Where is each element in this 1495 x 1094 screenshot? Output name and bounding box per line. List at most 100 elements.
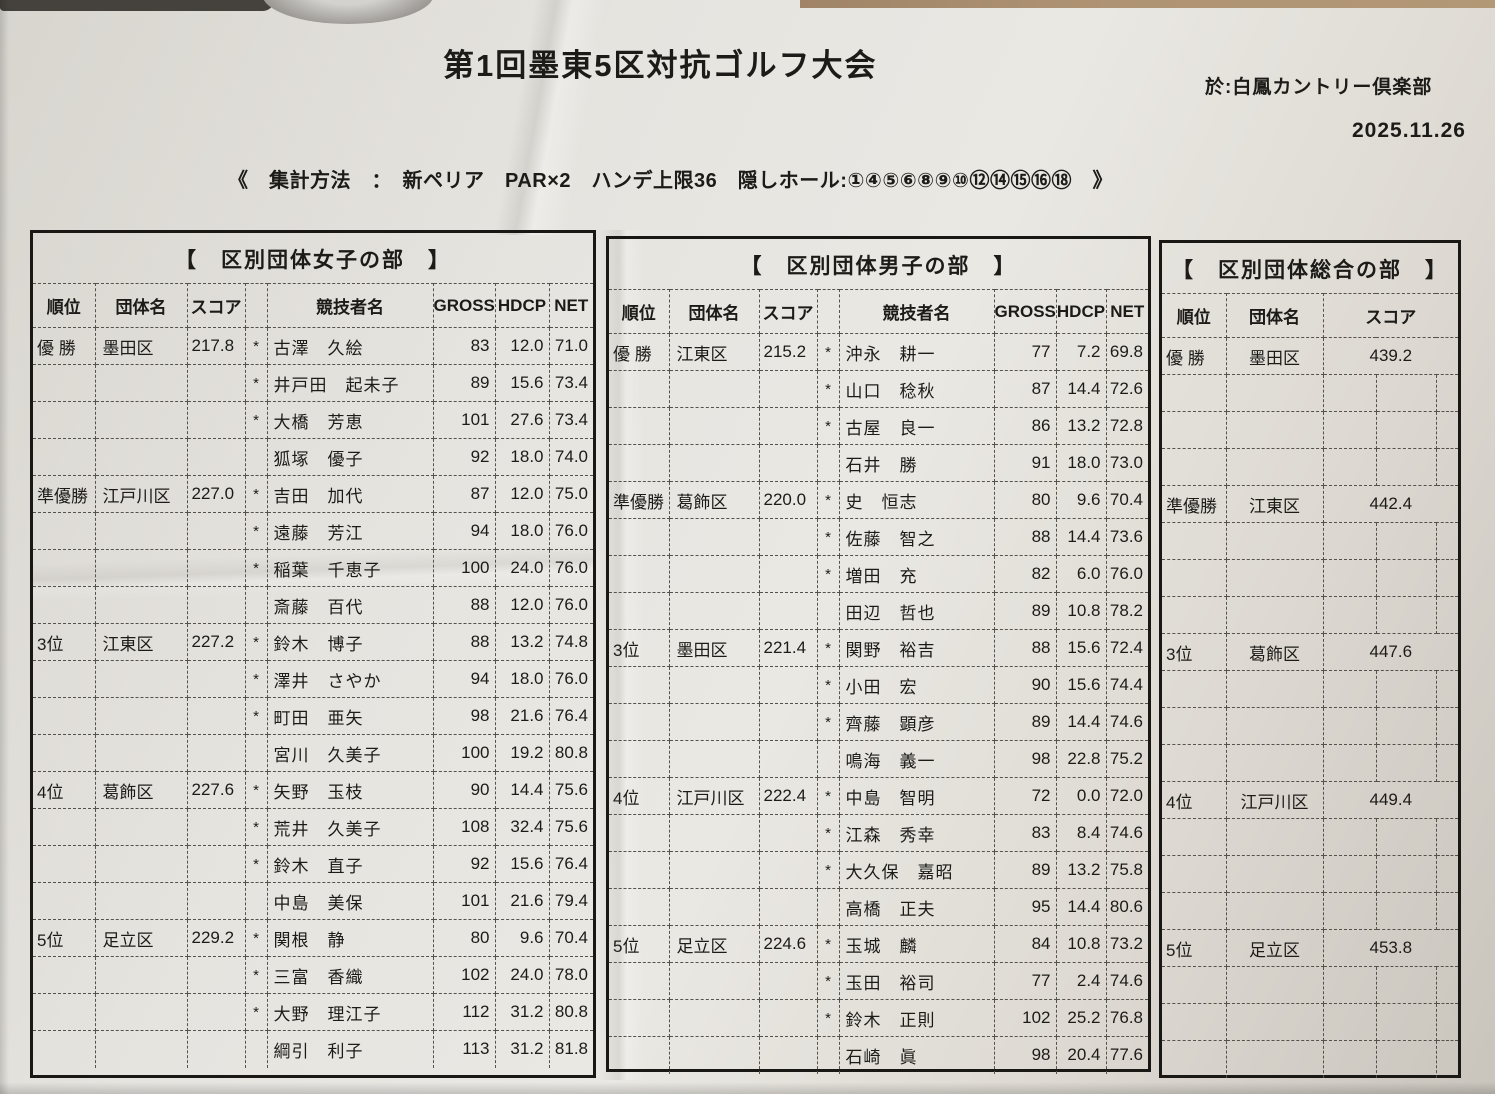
empty-cell xyxy=(1225,966,1324,1004)
team-cell: 江戸川区 xyxy=(94,475,188,513)
gross-cell: 84 xyxy=(993,925,1057,963)
empty-cell xyxy=(1162,670,1227,708)
empty-cell xyxy=(1162,1003,1227,1041)
counted-mark: * xyxy=(244,919,268,957)
hdcp-cell: 9.6 xyxy=(1055,481,1107,519)
team-score-cell xyxy=(186,697,246,735)
gross-cell: 72 xyxy=(993,777,1057,815)
player-row: 鳴海 義一 98 22.8 75.2 xyxy=(609,740,1148,778)
empty-cell xyxy=(1375,892,1437,930)
empty-cell xyxy=(1162,522,1227,560)
gross-cell: 77 xyxy=(993,333,1057,371)
rank-cell: 3位 xyxy=(609,629,670,667)
net-cell: 76.4 xyxy=(548,845,593,883)
player-row: 優 勝江東区 215.2 * 沖永 耕一 77 7.2 69.8 xyxy=(609,333,1148,371)
counted-mark xyxy=(244,734,268,772)
team-cell: 葛飾区 xyxy=(94,771,188,809)
team-cell: 墨田区 xyxy=(1225,337,1324,375)
spacer-row xyxy=(1162,670,1459,708)
hdcp-cell: 12.0 xyxy=(494,475,550,513)
column-header: スコア xyxy=(1322,293,1459,338)
rank-cell xyxy=(33,993,96,1031)
empty-cell xyxy=(1435,1003,1459,1041)
team-cell xyxy=(668,814,760,852)
player-row: * 三富 香織 102 24.0 78.0 xyxy=(33,956,593,994)
counted-mark: * xyxy=(816,777,840,815)
counted-mark xyxy=(816,888,840,926)
empty-cell xyxy=(1375,744,1437,782)
player-name-cell: 荒井 久美子 xyxy=(266,808,434,846)
team-score-cell xyxy=(186,882,246,920)
hdcp-cell: 10.8 xyxy=(1055,592,1107,630)
result-row: 4位 江戸川区 449.4 xyxy=(1162,781,1459,819)
gross-cell: 95 xyxy=(993,888,1057,926)
player-row: * 玉田 裕司 77 2.4 74.6 xyxy=(609,962,1148,1000)
gross-cell: 112 xyxy=(432,993,496,1031)
empty-cell xyxy=(1225,448,1324,486)
spacer-row xyxy=(1162,1003,1459,1041)
header-row: 順位 団体名 スコア xyxy=(1162,293,1459,338)
counted-mark: * xyxy=(816,666,840,704)
counted-mark: * xyxy=(244,549,268,587)
hdcp-cell: 18.0 xyxy=(494,512,550,550)
counted-mark: * xyxy=(816,962,840,1000)
header-row: 順位 団体名 スコア 競技者名 GROSS HDCP NET xyxy=(33,283,593,328)
gross-cell: 88 xyxy=(993,629,1057,667)
empty-cell xyxy=(1435,707,1459,745)
player-row: * 遠藤 芳江 94 18.0 76.0 xyxy=(33,512,593,550)
counted-mark: * xyxy=(816,629,840,667)
hdcp-cell: 19.2 xyxy=(494,734,550,772)
gross-cell: 83 xyxy=(993,814,1057,852)
empty-cell xyxy=(1322,1003,1377,1041)
empty-cell xyxy=(1435,596,1459,634)
empty-cell xyxy=(1225,1040,1324,1078)
empty-cell xyxy=(1322,855,1377,893)
team-score-cell: 220.0 xyxy=(758,481,818,519)
team-score-cell xyxy=(758,407,818,445)
net-cell: 74.6 xyxy=(1105,703,1148,741)
gross-cell: 92 xyxy=(432,438,496,476)
player-name-cell: 三富 香織 xyxy=(266,956,434,994)
rank-cell xyxy=(33,956,96,994)
rank-cell: 4位 xyxy=(609,777,670,815)
gross-cell: 80 xyxy=(432,919,496,957)
team-score-cell xyxy=(186,586,246,624)
player-name-cell: 遠藤 芳江 xyxy=(266,512,434,550)
team-score-cell: 227.6 xyxy=(186,771,246,809)
team-score-cell xyxy=(758,592,818,630)
team-score-cell xyxy=(758,962,818,1000)
rank-cell: 準優勝 xyxy=(1162,485,1227,523)
team-cell xyxy=(94,364,188,402)
counted-mark: * xyxy=(244,512,268,550)
hdcp-cell: 21.6 xyxy=(494,697,550,735)
result-row: 3位 葛飾区 447.6 xyxy=(1162,633,1459,671)
gross-cell: 102 xyxy=(993,999,1057,1037)
player-row: * 大橋 芳恵 101 27.6 73.4 xyxy=(33,401,593,439)
player-name-cell: 石崎 眞 xyxy=(838,1036,995,1074)
team-score-cell xyxy=(186,364,246,402)
gross-cell: 94 xyxy=(432,512,496,550)
player-row: * 山口 稔秋 87 14.4 72.6 xyxy=(609,370,1148,408)
player-row: * 大久保 嘉昭 89 13.2 75.8 xyxy=(609,851,1148,889)
empty-cell xyxy=(1375,559,1437,597)
hdcp-cell: 13.2 xyxy=(494,623,550,661)
empty-cell xyxy=(1435,966,1459,1004)
empty-cell xyxy=(1435,818,1459,856)
team-score-cell xyxy=(186,512,246,550)
empty-cell xyxy=(1225,818,1324,856)
player-name-cell: 田辺 哲也 xyxy=(838,592,995,630)
team-cell: 江東区 xyxy=(94,623,188,661)
column-header xyxy=(244,283,268,328)
team-score-cell: 224.6 xyxy=(758,925,818,963)
rank-cell xyxy=(609,703,670,741)
empty-cell xyxy=(1225,559,1324,597)
player-row: * 大野 理江子 112 31.2 80.8 xyxy=(33,993,593,1031)
gross-cell: 101 xyxy=(432,882,496,920)
empty-cell xyxy=(1322,596,1377,634)
player-row: * 小田 宏 90 15.6 74.4 xyxy=(609,666,1148,704)
player-name-cell: 鈴木 正則 xyxy=(838,999,995,1037)
column-header: 団体名 xyxy=(94,283,188,328)
empty-cell xyxy=(1162,818,1227,856)
rank-cell xyxy=(609,518,670,556)
gross-cell: 102 xyxy=(432,956,496,994)
